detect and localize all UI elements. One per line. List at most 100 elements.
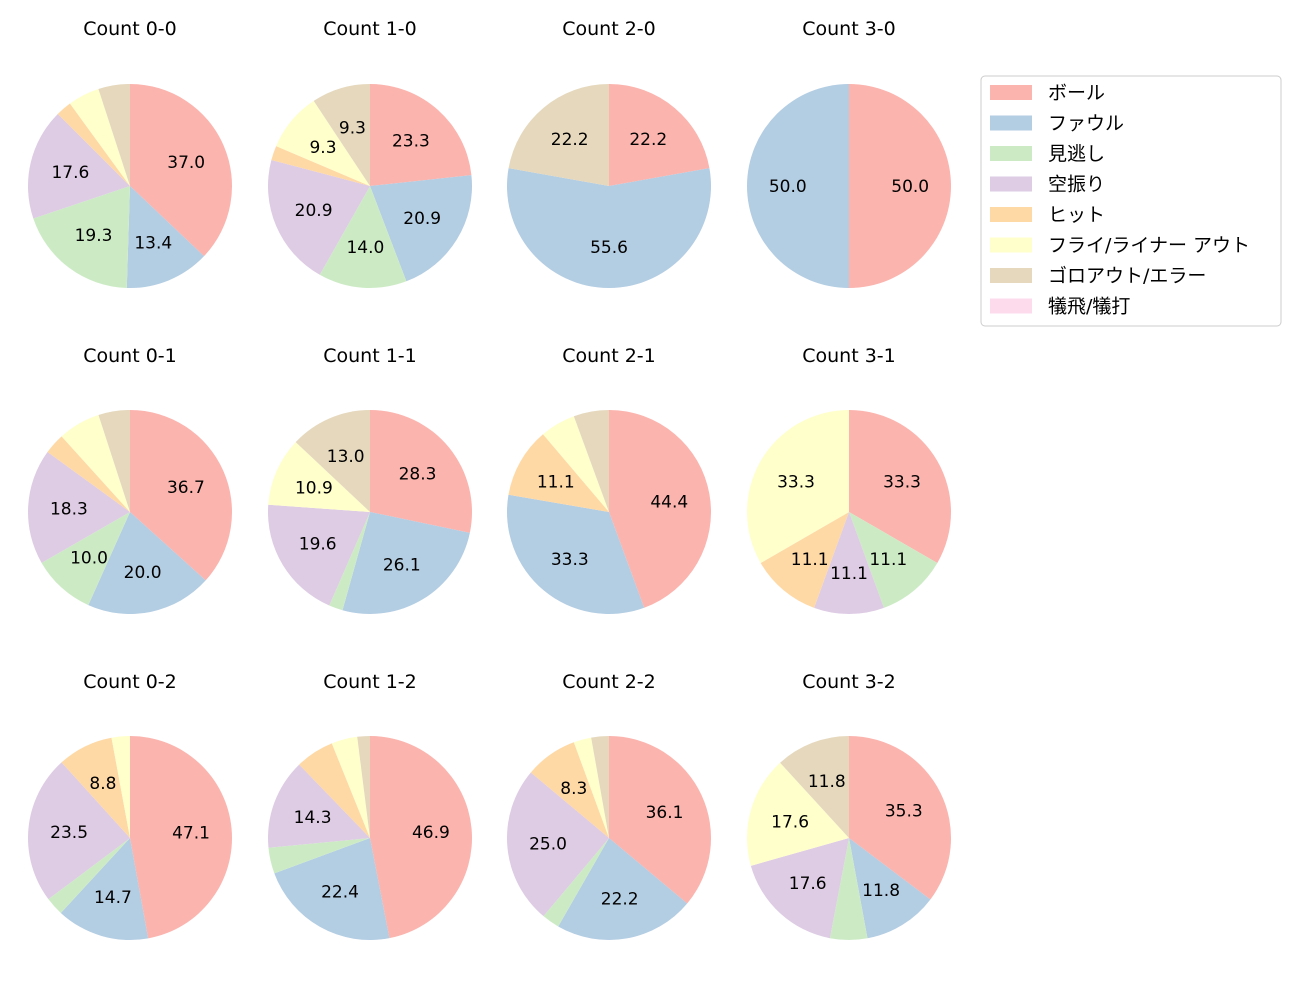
pie-data-label: 25.0 bbox=[529, 834, 567, 854]
pie-data-label: 14.7 bbox=[94, 888, 132, 908]
pie-slice bbox=[27, 762, 130, 900]
pie-slice bbox=[370, 410, 472, 533]
pie-title: Count 3-0 bbox=[802, 18, 896, 40]
pie-chart: Count 2-0 22.2 55.6 22.2 bbox=[506, 18, 711, 289]
pie-slice bbox=[342, 512, 470, 614]
pie-slice bbox=[126, 186, 205, 288]
pie-data-label: 8.3 bbox=[560, 779, 587, 799]
legend-swatch bbox=[990, 146, 1032, 161]
pie-data-label: 17.6 bbox=[789, 874, 827, 894]
pie-slice bbox=[61, 737, 130, 838]
legend-swatch bbox=[990, 268, 1032, 283]
pie-data-label: 36.1 bbox=[646, 803, 684, 823]
pie-data-label: 44.4 bbox=[650, 492, 688, 512]
pie-slice bbox=[829, 838, 868, 941]
pie-chart: Count 1-2 46.9 22.4 14.3 bbox=[267, 671, 473, 940]
pie-data-label: 33.3 bbox=[551, 550, 589, 570]
pie-title: Count 2-0 bbox=[562, 18, 656, 40]
pie-slice bbox=[60, 838, 149, 940]
pie-data-label: 18.3 bbox=[50, 500, 88, 520]
pie-slice bbox=[329, 512, 370, 611]
legend-label: ヒット bbox=[1048, 204, 1105, 226]
pie-slice bbox=[530, 742, 609, 838]
legend-label: ファウル bbox=[1048, 113, 1124, 135]
pie-data-label: 37.0 bbox=[167, 153, 205, 173]
pie-data-label: 13.0 bbox=[327, 447, 365, 467]
pie-data-label: 14.3 bbox=[294, 808, 332, 828]
pie-data-label: 33.3 bbox=[883, 472, 921, 492]
legend-label: ゴロアウト/エラー bbox=[1048, 265, 1206, 287]
pie-slice bbox=[849, 736, 952, 900]
pie-slice bbox=[267, 764, 370, 848]
pie-slice bbox=[61, 414, 130, 512]
legend-swatch bbox=[990, 85, 1032, 100]
pie-chart: Count 0-0 37.0 13.4 19.3 17.6 bbox=[27, 18, 232, 288]
pie-data-label: 10.0 bbox=[70, 548, 108, 568]
legend-frame bbox=[980, 75, 1282, 327]
pie-slice bbox=[543, 838, 609, 927]
pie-data-label: 10.9 bbox=[295, 479, 333, 499]
pie-data-label: 33.3 bbox=[777, 472, 815, 492]
pie-slice bbox=[814, 512, 884, 614]
legend-swatch bbox=[990, 298, 1032, 314]
pie-slice bbox=[28, 452, 130, 563]
pie-slice bbox=[849, 84, 951, 288]
pie-slice bbox=[573, 410, 609, 512]
pie-slice bbox=[780, 736, 849, 838]
pie-slice bbox=[268, 442, 370, 512]
pie-slice bbox=[268, 160, 370, 275]
pie-data-label: 50.0 bbox=[769, 177, 807, 197]
pie-slice bbox=[507, 772, 609, 917]
pie-slice bbox=[370, 736, 473, 939]
pie-slice bbox=[268, 838, 370, 874]
pie-data-label: 22.2 bbox=[601, 889, 639, 909]
charts-layer: Count 0-0 37.0 13.4 19.3 17.6 Count 1-0 23.3 20… bbox=[27, 18, 952, 941]
pie-data-label: 9.3 bbox=[339, 118, 366, 138]
pie-title: Count 3-1 bbox=[802, 345, 896, 367]
pie-title: Count 0-0 bbox=[83, 18, 177, 40]
pie-chart: Count 3-133.311.111.111.133.3 bbox=[746, 345, 952, 614]
pie-slice bbox=[69, 89, 130, 186]
pie-slice bbox=[319, 186, 407, 288]
pie-slice bbox=[299, 743, 370, 838]
pie-data-label: 35.3 bbox=[885, 802, 923, 822]
pie-data-label: 11.1 bbox=[791, 550, 829, 570]
pie-data-label: 17.6 bbox=[51, 163, 89, 183]
pie-slice bbox=[558, 838, 688, 940]
legend-label: ボール bbox=[1048, 82, 1105, 104]
pie-title: Count 2-2 bbox=[562, 671, 656, 693]
legend-label: 犠飛/犠打 bbox=[1048, 296, 1130, 318]
pie-slice bbox=[849, 512, 938, 608]
pie-slice bbox=[746, 410, 849, 563]
legend-swatch bbox=[990, 237, 1032, 253]
pie-chart: Count 2-2 36.1 22.2 25.0 8.3 bbox=[507, 671, 711, 940]
pie-slice bbox=[111, 736, 130, 838]
pie-data-label: 19.3 bbox=[75, 226, 113, 246]
pie-title: Count 0-1 bbox=[83, 345, 177, 367]
pie-data-label: 8.8 bbox=[89, 774, 116, 794]
legend-label: 見逃し bbox=[1048, 143, 1105, 165]
pie-chart: Count 0-1 36.7 20.0 10.0 18.3 bbox=[28, 345, 232, 614]
pie-data-label: 13.4 bbox=[134, 234, 172, 254]
pie-data-label: 9.3 bbox=[309, 138, 336, 158]
pie-slice bbox=[760, 512, 849, 608]
pie-chart: Count 1-1 28.3 26.1 19.6 10.9 13.0 bbox=[268, 345, 472, 614]
pie-data-label: 46.9 bbox=[412, 823, 450, 843]
pie-slice bbox=[357, 736, 370, 838]
pie-title: Count 1-1 bbox=[323, 345, 417, 367]
pie-slice bbox=[88, 512, 206, 614]
pie-title: Count 2-1 bbox=[562, 345, 656, 367]
pie-slice bbox=[33, 186, 130, 288]
pie-slice bbox=[271, 146, 370, 186]
pie-data-label: 14.0 bbox=[346, 238, 384, 258]
pie-slice bbox=[27, 113, 130, 219]
legend-swatch bbox=[990, 115, 1032, 131]
pie-slice bbox=[849, 838, 931, 939]
pie-slice bbox=[313, 84, 370, 186]
pie-slice bbox=[47, 436, 130, 512]
pie-data-label: 23.5 bbox=[50, 823, 88, 843]
pie-slice bbox=[331, 736, 370, 838]
